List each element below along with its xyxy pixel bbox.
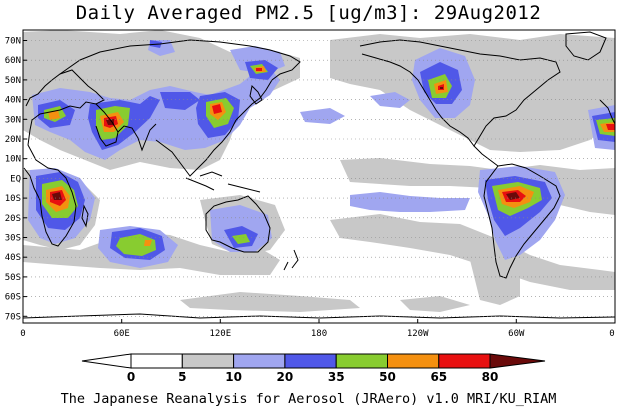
lon-label: 0	[20, 329, 25, 339]
lat-label: 50S	[5, 273, 21, 283]
colorbar-label: 0	[127, 370, 135, 384]
colorbar-label: 50	[379, 370, 396, 384]
lat-labels: 70N 60N 50N 40N 30N 20N 10N EQ 10S 20S 3…	[5, 37, 21, 323]
lat-gridlines	[23, 40, 615, 317]
colorbar-max-arrow	[489, 353, 546, 369]
lat-label: 40N	[5, 96, 21, 106]
lon-label: 60E	[114, 329, 130, 339]
lat-label: EQ	[10, 174, 21, 184]
colorbar-bin	[130, 353, 183, 369]
colorbar-label: 5	[178, 370, 186, 384]
colorbar-label: 65	[430, 370, 447, 384]
lon-label: 60W	[508, 329, 525, 339]
lon-label: 120E	[209, 329, 231, 339]
colorbar-bin	[438, 353, 491, 369]
shading-light	[23, 30, 615, 312]
colorbar-min-arrow	[81, 353, 132, 369]
colorbar-label: 80	[482, 370, 499, 384]
colorbar	[81, 353, 546, 369]
lat-label: 10N	[5, 155, 21, 165]
pm25-shading	[23, 30, 615, 312]
colorbar-bin	[181, 353, 235, 369]
lat-label: 20S	[5, 214, 21, 224]
map-title: Daily Averaged PM2.5 [ug/m3]: 29Aug2012	[75, 2, 542, 24]
axis-ticks	[22, 40, 616, 323]
lon-labels: 0 60E 120E 180 120W 60W 0	[20, 329, 614, 339]
colorbar-label: 10	[225, 370, 242, 384]
lat-label: 70S	[5, 312, 21, 322]
lat-label: 60N	[5, 56, 21, 66]
lon-label: 120W	[407, 329, 429, 339]
colorbar-label: 20	[277, 370, 294, 384]
coastlines	[23, 31, 615, 319]
colorbar-labels: 0 5 10 20 35 50 65 80	[127, 370, 499, 384]
lat-label: 60S	[5, 293, 21, 303]
colorbar-bin	[335, 353, 389, 369]
lon-label: 0	[609, 329, 614, 339]
colorbar-bin	[233, 353, 286, 369]
footer-credit: The Japanese Reanalysis for Aerosol (JRA…	[60, 391, 557, 407]
colorbar-bin	[387, 353, 440, 369]
lat-label: 70N	[5, 37, 21, 47]
lat-label: 40S	[5, 253, 21, 263]
lat-label: 30S	[5, 234, 21, 244]
colorbar-bin	[284, 353, 337, 369]
lon-label: 180	[311, 329, 327, 339]
lat-label: 10S	[5, 194, 21, 204]
lat-label: 30N	[5, 115, 21, 125]
lat-label: 20N	[5, 135, 21, 145]
colorbar-label: 35	[328, 370, 345, 384]
lat-label: 50N	[5, 76, 21, 86]
